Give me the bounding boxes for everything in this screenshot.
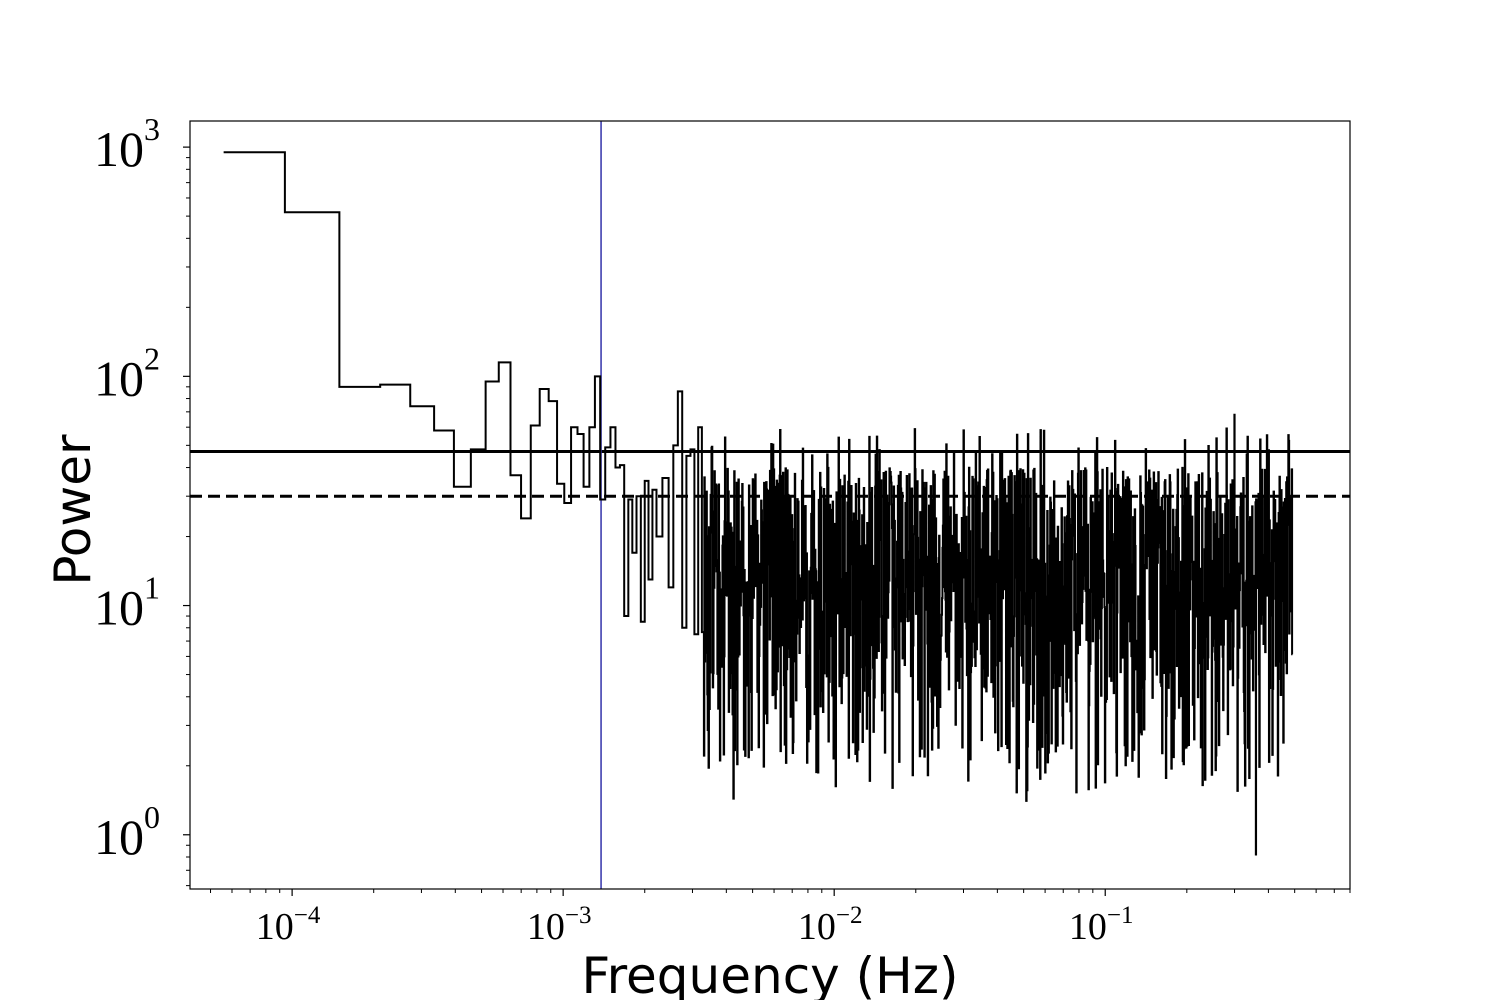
x-axis-label: Frequency (Hz) [581, 947, 958, 1000]
y-tick-label: 103 [94, 111, 160, 177]
x-tick-label: 10−2 [798, 902, 863, 948]
axes-frame [189, 120, 1351, 890]
x-tick-label: 10−4 [256, 902, 321, 948]
y-tick-label: 100 [94, 799, 160, 865]
x-tick-label: 10−3 [527, 902, 592, 948]
tick-labels: 10−4 10−3 10−2 10−1 100 101 102 103 [94, 111, 1134, 948]
power-spectrum-series [223, 151, 1294, 856]
y-tick-label: 102 [94, 340, 160, 406]
y-tick-label: 101 [94, 570, 160, 636]
major-ticks [183, 146, 1106, 896]
y-axis-label: Power [44, 434, 102, 586]
minor-ticks [186, 157, 1351, 893]
x-tick-label: 10−1 [1069, 902, 1134, 948]
plot-area [190, 121, 1350, 889]
